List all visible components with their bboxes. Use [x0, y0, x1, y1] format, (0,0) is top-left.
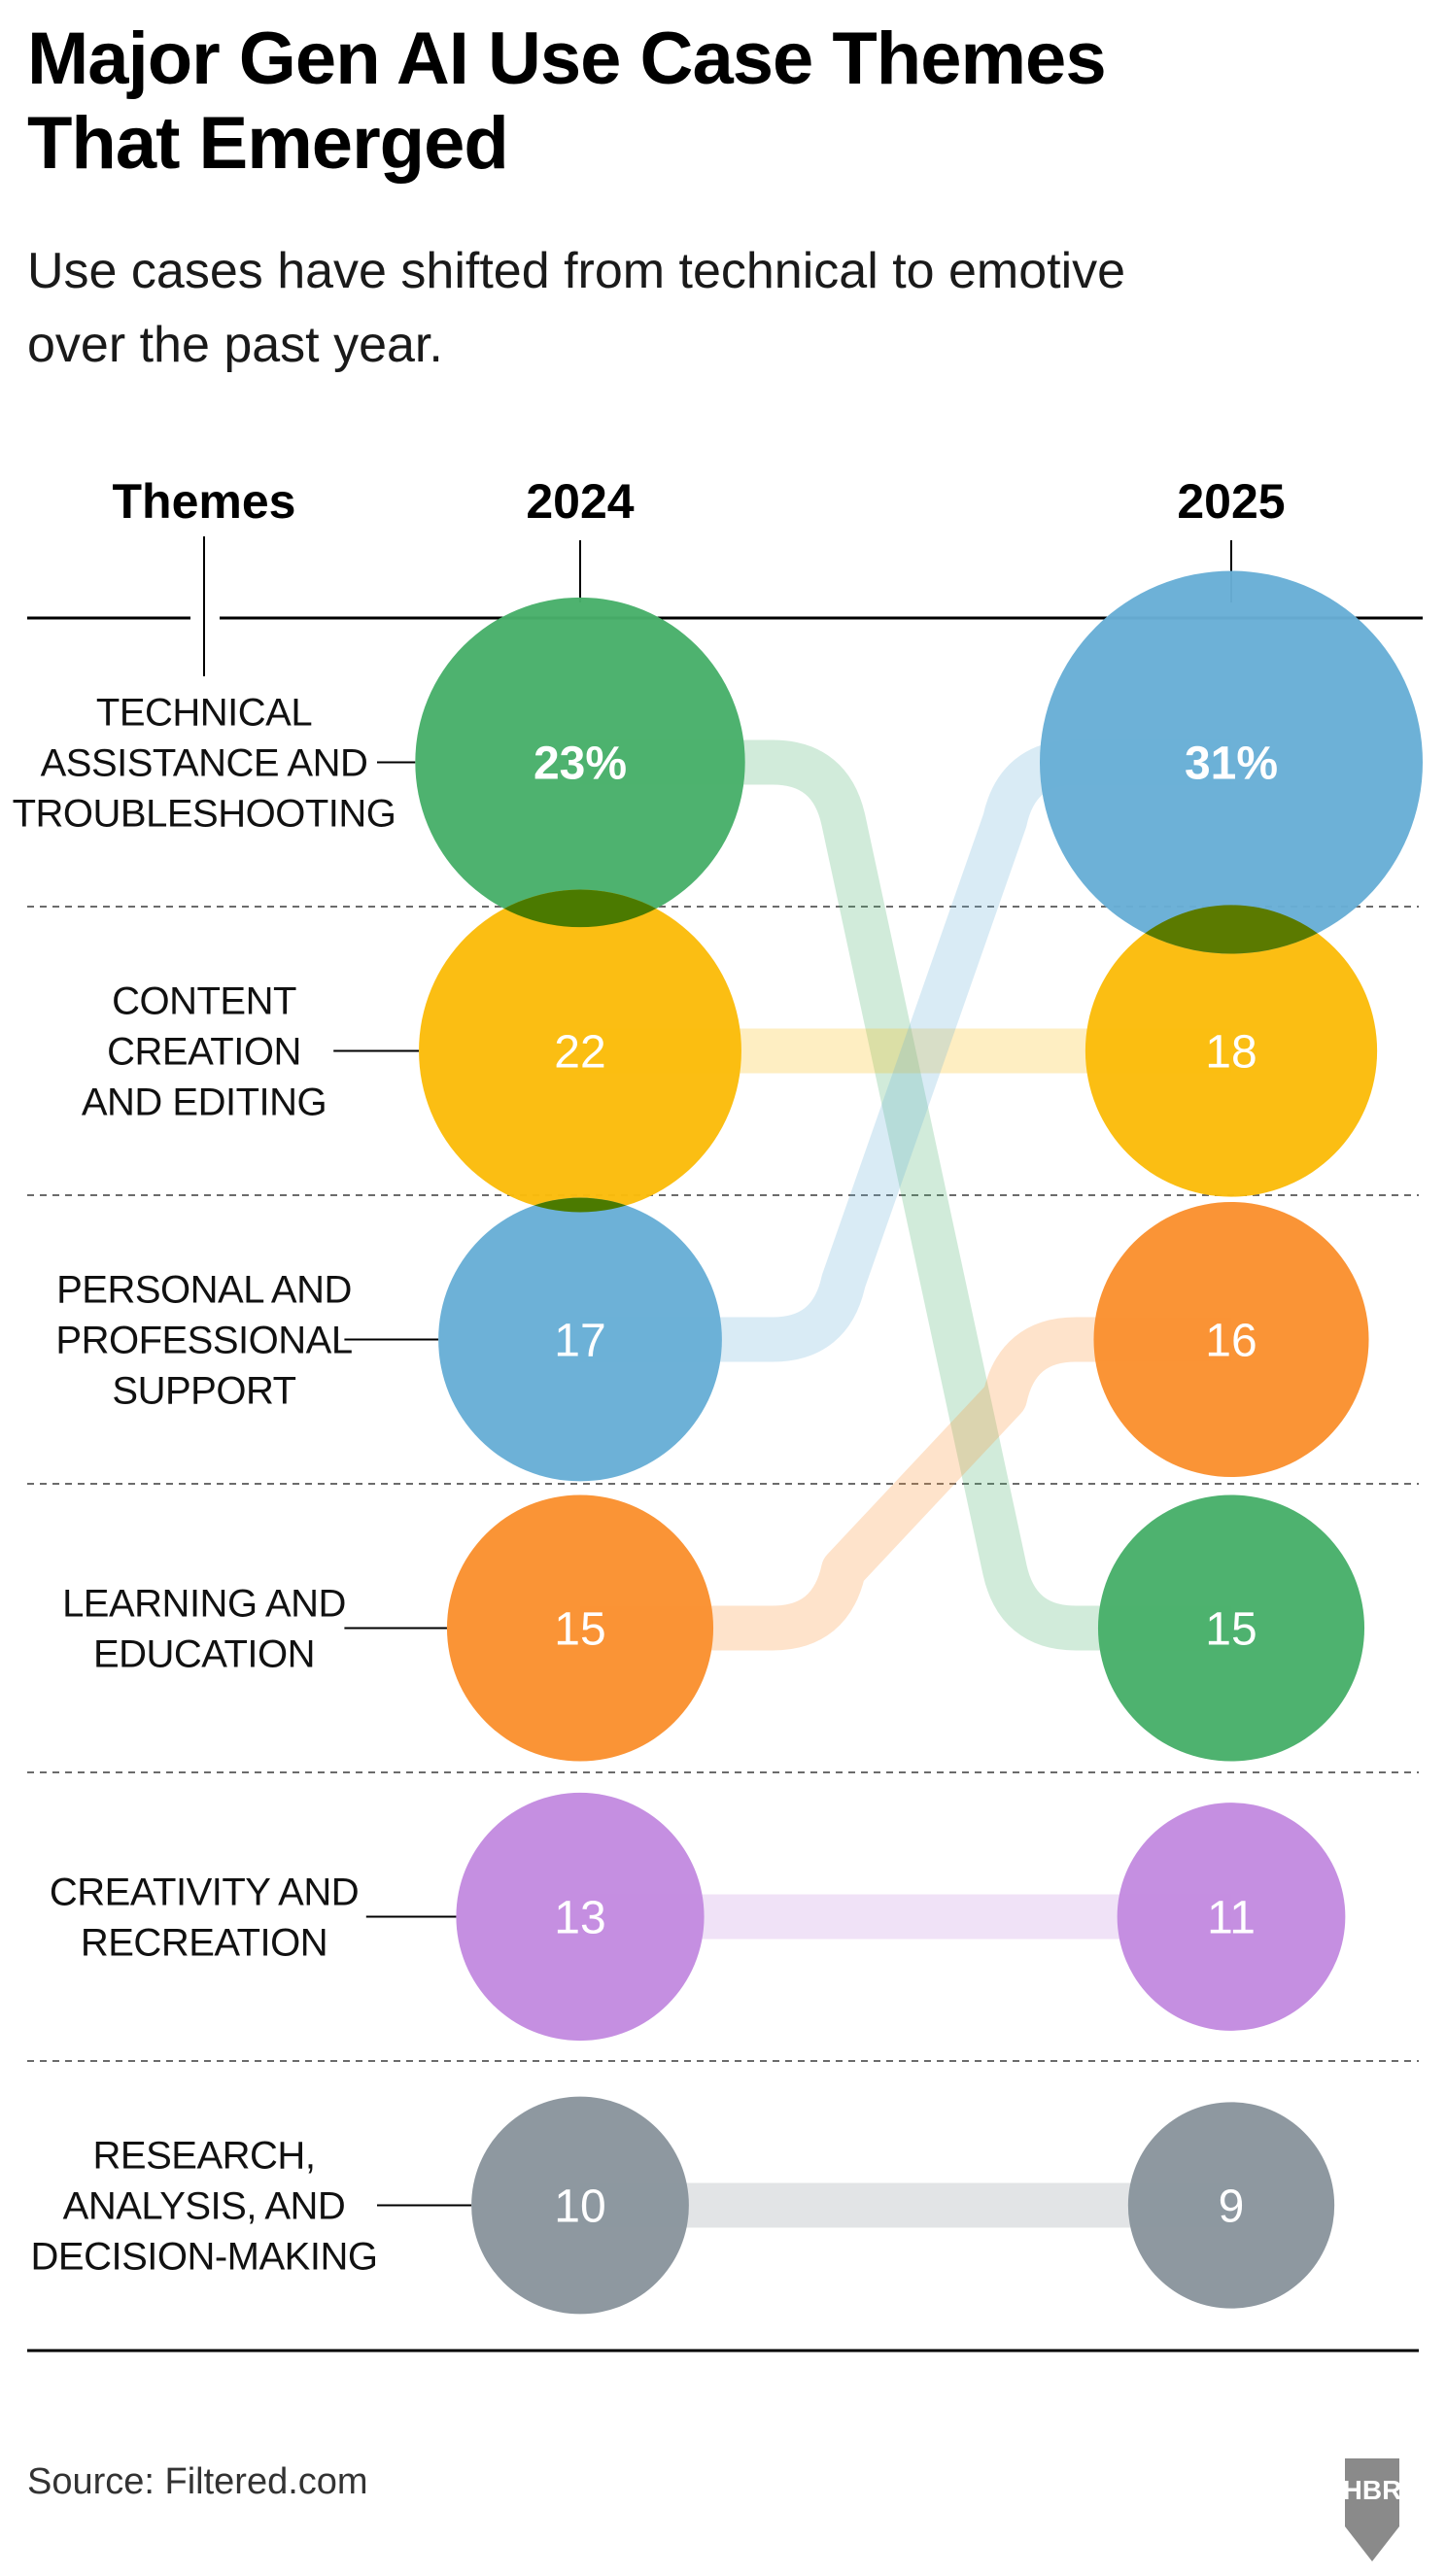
- source-note: Source: Filtered.com: [27, 2461, 368, 2502]
- circle-2024: [415, 597, 745, 928]
- circle-2024: [438, 1197, 722, 1482]
- circle-2024: [471, 2096, 689, 2315]
- value-label-2025: 11: [1207, 1893, 1256, 1944]
- theme-label-line: TROUBLESHOOTING: [13, 793, 396, 836]
- theme-label-line: ASSISTANCE AND: [41, 742, 368, 785]
- value-label-2024: 15: [554, 1604, 605, 1656]
- circle-2025: [1117, 1803, 1346, 2031]
- value-label-2025: 9: [1219, 2181, 1245, 2233]
- value-label-2025: 18: [1205, 1027, 1257, 1079]
- theme-label-line: PROFESSIONAL: [55, 1320, 352, 1362]
- value-label-2024: 23%: [534, 738, 627, 790]
- theme-label-line: AND EDITING: [82, 1082, 327, 1124]
- theme-label-line: DECISION-MAKING: [31, 2236, 378, 2279]
- theme-label-line: EDUCATION: [93, 1633, 315, 1676]
- theme-label-line: CREATIVITY AND: [50, 1872, 359, 1914]
- theme-label-line: LEARNING AND: [62, 1583, 346, 1626]
- circle-2025: [1127, 2102, 1335, 2309]
- theme-label-line: TECHNICAL: [96, 692, 312, 735]
- circle-2025: [1084, 905, 1378, 1197]
- themes-column-header: Themes: [113, 474, 296, 529]
- value-label-2024: 13: [554, 1893, 605, 1944]
- year-2025-header: 2025: [1177, 474, 1285, 529]
- theme-label-line: RESEARCH,: [93, 2135, 316, 2178]
- theme-label-line: PERSONAL AND: [56, 1269, 352, 1312]
- theme-label-line: RECREATION: [81, 1922, 327, 1965]
- value-circles: [415, 570, 1423, 2315]
- value-label-2024: 17: [554, 1316, 605, 1367]
- connector-band: [580, 1317, 1231, 1651]
- row-separators: [27, 906, 1419, 2062]
- chart-subtitle-line-2: over the past year.: [27, 317, 443, 373]
- circle-2025: [1093, 1201, 1369, 1478]
- value-label-2024: 10: [554, 2181, 605, 2233]
- theme-label-line: CREATION: [107, 1031, 301, 1074]
- hbr-logo-text: HBR: [1343, 2475, 1402, 2505]
- chart-title-line-2: That Emerged: [27, 102, 508, 185]
- value-label-2025: 15: [1205, 1604, 1257, 1656]
- theme-labels: TECHNICAL ASSISTANCE AND TROUBLESHOOTING CO…: [13, 692, 472, 2279]
- value-label-2025: 16: [1205, 1316, 1257, 1367]
- chart-subtitle-line-1: Use cases have shifted from technical to…: [27, 243, 1125, 299]
- hbr-logo: HBR: [1343, 2458, 1402, 2561]
- chart-title-line-1: Major Gen AI Use Case Themes: [27, 17, 1106, 100]
- circle-2025: [1097, 1494, 1365, 1762]
- circle-2024: [456, 1792, 705, 2042]
- circle-2025: [1040, 570, 1423, 954]
- circle-2024: [446, 1494, 714, 1762]
- value-label-2025: 31%: [1185, 738, 1278, 790]
- value-labels: 23% 15 22 18 17 31% 15 16 13 11 10 9: [534, 738, 1278, 2233]
- year-2024-header: 2024: [526, 474, 634, 529]
- theme-label-line: SUPPORT: [112, 1370, 295, 1413]
- theme-label-line: CONTENT: [112, 980, 296, 1023]
- connector-band: [580, 739, 1231, 1651]
- circle-2024: [419, 889, 741, 1213]
- hbr-shield-icon: [1345, 2458, 1399, 2561]
- value-label-2024: 22: [554, 1027, 605, 1079]
- theme-label-line: ANALYSIS, AND: [63, 2185, 346, 2228]
